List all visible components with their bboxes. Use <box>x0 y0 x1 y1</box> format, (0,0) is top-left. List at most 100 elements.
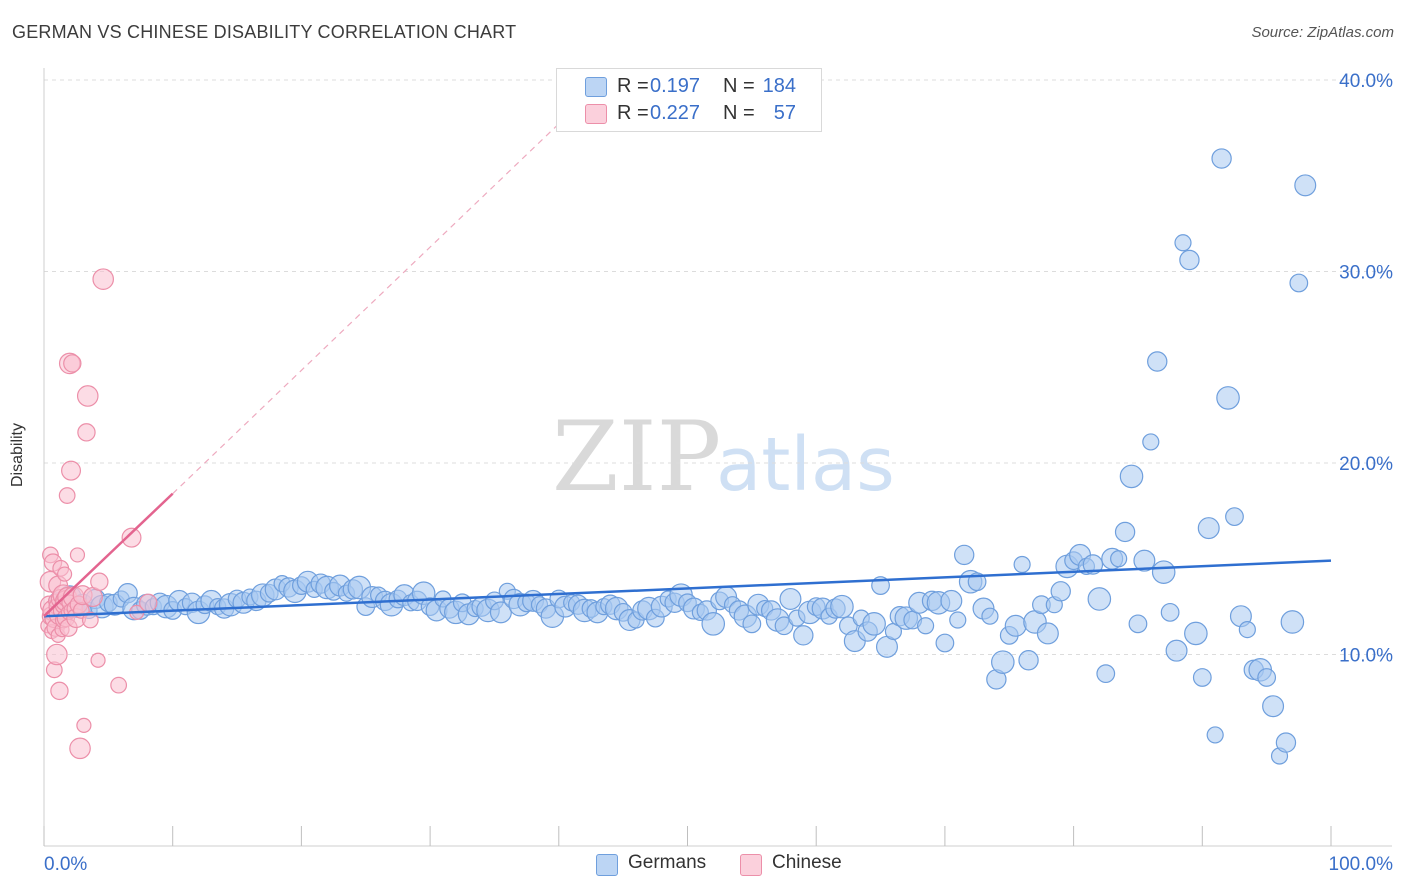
y-tick-label: 20.0% <box>1339 454 1393 475</box>
german-point <box>1142 433 1160 451</box>
chinese-trend-extension <box>172 98 585 495</box>
chart-title: GERMAN VS CHINESE DISABILITY CORRELATION… <box>12 22 517 42</box>
german-point <box>916 617 935 635</box>
german-point <box>1133 549 1156 572</box>
german-point <box>779 587 802 610</box>
legend-row-chinese: R = 0.227 N = 57 <box>557 100 821 126</box>
german-point <box>1289 273 1309 293</box>
n-label: N = <box>723 102 755 124</box>
germans-legend-swatch <box>596 854 618 876</box>
germans-swatch <box>585 77 607 97</box>
y-tick-label: 40.0% <box>1339 71 1393 92</box>
german-point <box>1184 621 1208 646</box>
chinese-point <box>77 423 96 442</box>
r-label: R = <box>617 75 649 97</box>
german-point <box>1262 695 1285 718</box>
chinese-r-value: 0.227 <box>650 102 701 124</box>
german-point <box>1211 148 1232 169</box>
german-point <box>1174 234 1192 252</box>
chinese-legend-label: Chinese <box>772 852 842 873</box>
german-point <box>981 607 999 625</box>
tick-labels: 10.0% 20.0% 30.0% 40.0% 0.0% 100.0% <box>44 71 1393 875</box>
german-point <box>1179 249 1200 271</box>
german-point <box>1110 550 1128 568</box>
watermark-atlas: atlas <box>716 422 895 508</box>
german-point <box>1225 507 1244 527</box>
german-point <box>1082 554 1104 575</box>
german-point <box>940 589 963 612</box>
chinese-point <box>76 717 92 733</box>
germans-r-value: 0.197 <box>650 75 701 97</box>
chinese-point <box>46 643 68 666</box>
german-point <box>1128 614 1148 634</box>
german-point <box>701 612 726 636</box>
german-trend-line <box>43 559 1332 618</box>
x-tick-label: 100.0% <box>1329 854 1394 875</box>
german-point <box>949 611 967 629</box>
germans-n-value: 184 <box>762 75 796 97</box>
german-point <box>862 612 886 636</box>
chinese-swatch <box>585 104 607 124</box>
chinese-point <box>110 676 128 694</box>
legend-row-germans: R = 0.197 N = 184 <box>557 73 821 99</box>
chinese-point <box>121 527 142 548</box>
y-tick-label: 10.0% <box>1339 646 1393 667</box>
german-point <box>1114 521 1136 543</box>
german-point <box>991 650 1015 674</box>
chinese-point <box>50 681 69 701</box>
n-label: N = <box>723 75 755 97</box>
chinese-point <box>90 652 106 668</box>
chinese-legend-swatch <box>740 854 762 876</box>
german-point <box>1147 351 1168 372</box>
german-point <box>742 614 762 634</box>
german-point <box>1013 555 1031 574</box>
axes <box>43 68 1392 847</box>
chinese-point <box>69 737 91 760</box>
german-point <box>1165 639 1188 662</box>
german-point <box>1160 602 1180 622</box>
watermark-zip: ZIP <box>552 401 721 513</box>
german-point <box>935 633 955 653</box>
germans-legend-label: Germans <box>628 852 707 873</box>
chinese-point <box>56 566 73 582</box>
german-point <box>1216 386 1240 410</box>
chinese-point <box>81 611 99 629</box>
german-point <box>954 544 975 566</box>
german-point <box>1050 581 1071 602</box>
german-point <box>1257 668 1277 687</box>
y-tick-label: 30.0% <box>1339 263 1393 284</box>
german-point <box>1206 726 1224 744</box>
chinese-points <box>39 268 158 760</box>
chinese-point <box>76 385 99 407</box>
correlation-legend: R = 0.197 N = 184 R = 0.227 N = 57 <box>556 68 822 132</box>
chinese-point <box>92 268 115 290</box>
chinese-trend-line <box>43 492 174 618</box>
german-point <box>1151 560 1176 584</box>
chart-source: Source: ZipAtlas.com <box>1251 24 1394 41</box>
german-point <box>1018 650 1039 671</box>
german-point <box>1275 732 1297 753</box>
german-point <box>793 625 814 646</box>
chinese-point <box>69 547 86 563</box>
chinese-n-value: 57 <box>773 102 796 124</box>
german-point <box>1280 610 1305 634</box>
german-point <box>774 616 794 636</box>
x-tick-label: 0.0% <box>44 854 87 875</box>
grid-lines <box>44 79 1392 655</box>
german-point <box>1087 587 1112 611</box>
german-point <box>1119 464 1144 489</box>
chinese-point <box>63 354 82 373</box>
chinese-point <box>90 572 109 591</box>
german-point <box>1004 614 1027 637</box>
german-point <box>830 594 854 619</box>
german-point <box>1238 621 1256 639</box>
german-point <box>1197 517 1220 540</box>
trend-lines <box>43 98 1332 618</box>
german-point <box>1096 664 1116 684</box>
german-point <box>1192 668 1212 687</box>
german-point <box>1036 622 1059 645</box>
german-point <box>1294 174 1317 197</box>
chinese-point <box>61 460 82 481</box>
